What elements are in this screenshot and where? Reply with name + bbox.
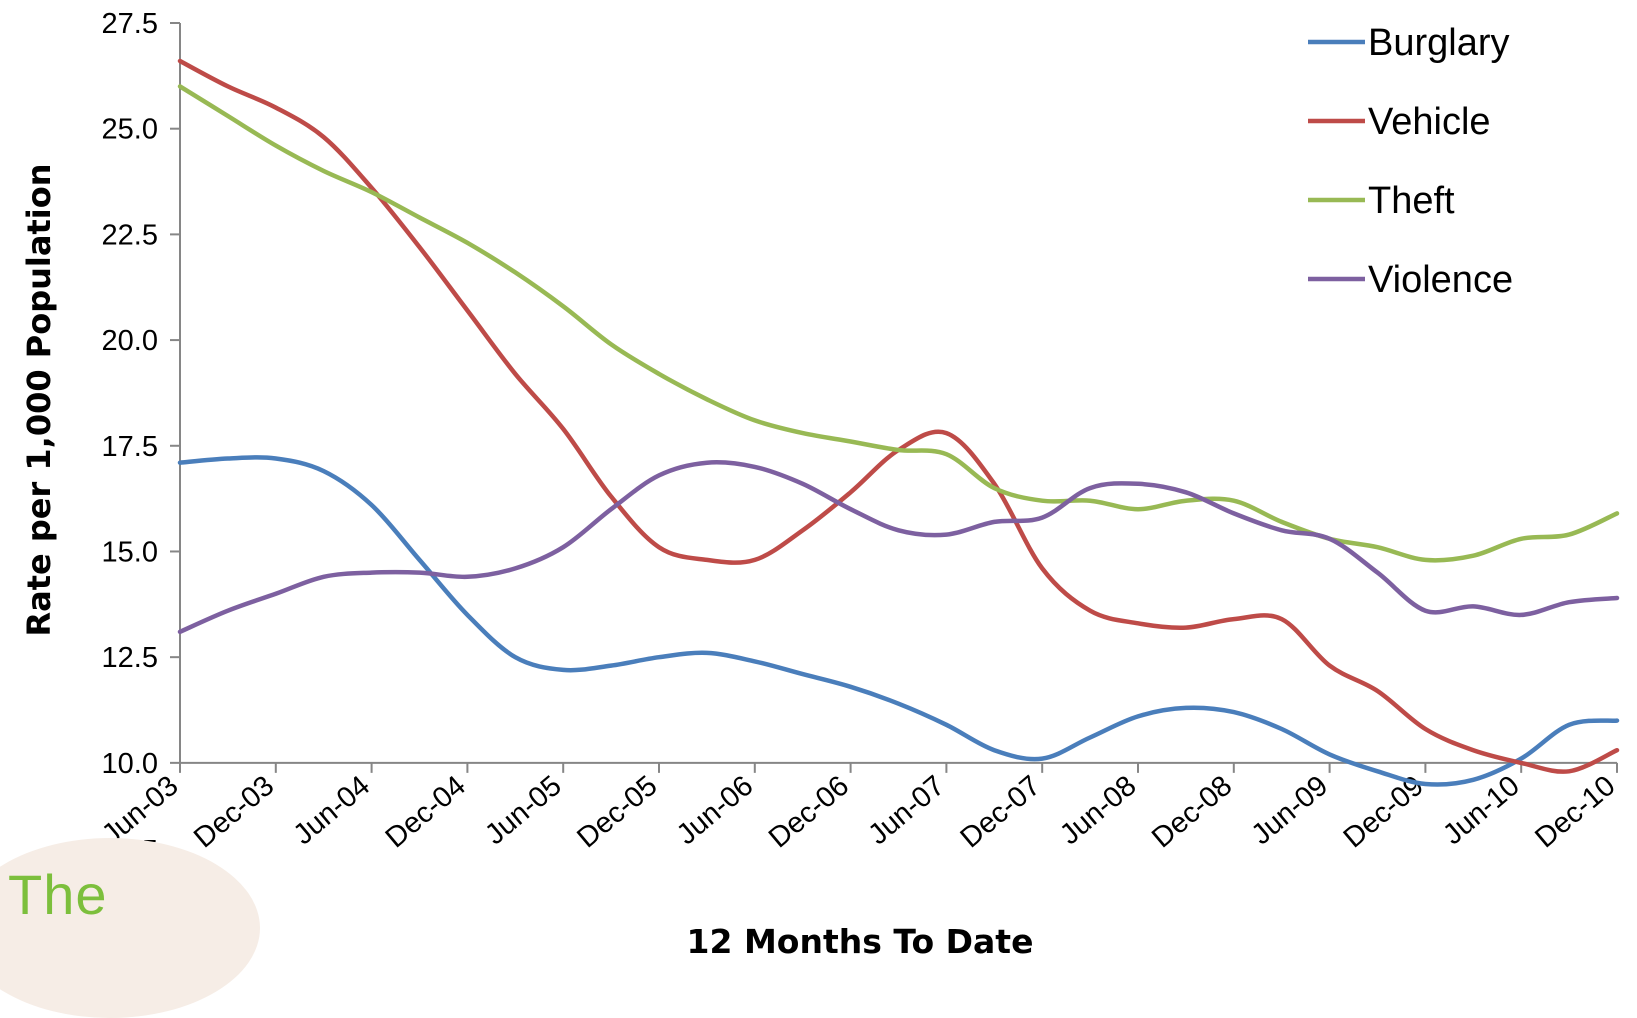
y-tick-label: 22.5 (102, 219, 158, 251)
y-axis-title: Rate per 1,000 Population (20, 164, 58, 637)
chart-canvas: 7.510.012.515.017.520.022.525.027.5 Jun-… (20, 8, 1621, 961)
y-tick-label: 12.5 (102, 642, 158, 674)
y-tick-label: 27.5 (102, 8, 158, 40)
x-tick-label: Dec-06 (763, 770, 855, 855)
series-line-vehicle (177, 58, 1620, 774)
series-line-violence (177, 460, 1620, 635)
x-axis-title: 12 Months To Date (687, 922, 1034, 961)
x-tick-label: Dec-07 (955, 770, 1047, 855)
y-tick-label: 20.0 (102, 325, 158, 357)
x-tick-label: Jun-04 (288, 770, 376, 852)
x-tick-label: Jun-09 (1246, 770, 1334, 852)
x-axis-tick-labels: Jun-03 Dec-03 Jun-04 Dec-04 Jun-05 Dec-05 Jun-… (96, 770, 1621, 855)
legend-label-burglary: Burglary (1368, 22, 1510, 64)
y-tick-label: 25.0 (102, 114, 158, 146)
x-tick-label: Dec-05 (571, 770, 663, 855)
series-line-theft (177, 84, 1620, 563)
x-tick-label: Jun-05 (479, 770, 567, 852)
x-tick-label: Jun-06 (671, 770, 759, 852)
legend-label-theft: Theft (1368, 180, 1455, 222)
x-tick-label: Jun-08 (1054, 770, 1142, 852)
x-tick-label: Dec-08 (1146, 770, 1238, 855)
series-lines (177, 58, 1620, 787)
legend-label-vehicle: Vehicle (1368, 101, 1491, 143)
legend: Burglary Vehicle Theft Violence (1308, 22, 1513, 301)
y-tick-label: 15.0 (102, 536, 158, 568)
axes (170, 22, 1618, 773)
series-line-burglary (177, 455, 1620, 787)
x-tick-label: Jun-07 (862, 770, 950, 852)
y-tick-label: 10.0 (102, 748, 158, 780)
y-axis-tick-labels: 7.510.012.515.017.520.022.525.027.5 (102, 8, 158, 867)
x-tick-label: Dec-10 (1529, 770, 1621, 855)
legend-label-violence: Violence (1368, 259, 1513, 301)
x-tick-label: Dec-03 (188, 770, 280, 855)
line-chart: 7.510.012.515.017.520.022.525.027.5 Jun-… (0, 8, 1621, 1018)
y-tick-label: 17.5 (102, 431, 158, 463)
x-tick-label: Dec-04 (380, 770, 472, 855)
logo-text: The (8, 863, 108, 926)
